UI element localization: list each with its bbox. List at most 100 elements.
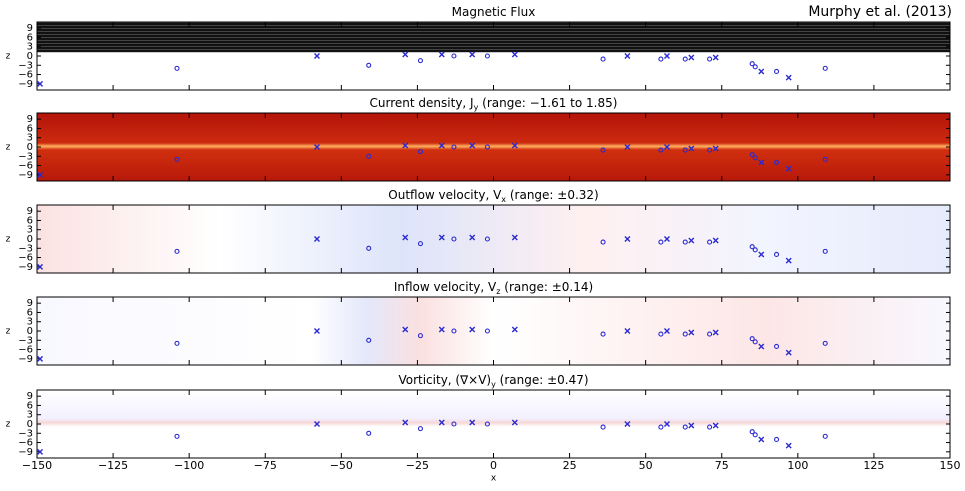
- x-point: [469, 51, 476, 58]
- title-part: y: [474, 103, 479, 112]
- x-tick-label: 75: [715, 459, 729, 472]
- y-tick-label: −9: [18, 354, 33, 365]
- y-tick-label: 9: [27, 391, 33, 402]
- x-point: [37, 263, 44, 270]
- y-tick-label: 9: [27, 114, 33, 125]
- o-point: [822, 65, 828, 71]
- y-tick-label: −6: [18, 438, 33, 449]
- y-tick-label: −9: [18, 262, 33, 273]
- o-point: [484, 328, 490, 334]
- y-axis-label: z: [6, 327, 11, 337]
- o-point: [773, 343, 780, 350]
- o-point: [451, 236, 457, 242]
- y-tick-label: −3: [18, 243, 33, 254]
- x-point: [758, 159, 765, 166]
- x-point: [438, 142, 445, 149]
- x-point: [688, 237, 695, 244]
- x-tick-label: 25: [563, 459, 577, 472]
- o-point: [600, 331, 606, 337]
- field-image: [37, 205, 950, 273]
- x-point: [688, 422, 695, 429]
- o-point: [752, 64, 758, 70]
- x-point: [785, 349, 792, 356]
- o-point: [484, 53, 490, 59]
- y-tick-label: 3: [27, 317, 33, 328]
- y-tick-label: −6: [18, 345, 33, 356]
- o-point: [773, 436, 780, 443]
- x-point: [511, 234, 518, 241]
- x-tick-label: −150: [22, 459, 52, 472]
- x-point: [469, 326, 476, 333]
- x-axis-label: x: [491, 474, 497, 484]
- o-point: [417, 149, 424, 155]
- y-tick-label: 6: [27, 32, 33, 43]
- x-point: [663, 53, 670, 59]
- field-image: [37, 113, 950, 181]
- x-point: [313, 328, 320, 334]
- o-point: [658, 331, 664, 337]
- x-point: [313, 144, 320, 150]
- y-axis-label: z: [6, 235, 11, 245]
- title-part: (range: ±0.14): [500, 280, 593, 294]
- x-point: [624, 53, 631, 59]
- x-tick-label: 150: [940, 459, 961, 472]
- y-tick-label: 6: [27, 123, 33, 134]
- panel-title: Vorticity, (∇×V)y (range: ±0.47): [398, 373, 588, 390]
- x-point: [624, 144, 631, 150]
- o-point: [484, 236, 490, 242]
- o-point: [822, 340, 828, 346]
- x-point: [758, 68, 765, 75]
- title-part: (range: ±0.47): [496, 373, 589, 387]
- x-tick-label: −50: [330, 459, 353, 472]
- o-point: [366, 337, 372, 343]
- x-point: [469, 234, 476, 241]
- o-point: [682, 424, 688, 430]
- o-point: [417, 333, 424, 339]
- x-point: [688, 54, 695, 61]
- o-point: [749, 244, 755, 250]
- x-tick-label: −25: [406, 459, 429, 472]
- y-tick-label: 3: [27, 42, 33, 53]
- o-point: [658, 56, 664, 62]
- x-point: [511, 419, 518, 426]
- o-point: [773, 251, 780, 258]
- annotation: Murphy et al. (2013): [808, 4, 952, 20]
- x-point: [402, 326, 409, 333]
- o-point: [451, 53, 457, 59]
- x-point: [688, 329, 695, 336]
- y-tick-label: 3: [27, 410, 33, 421]
- y-tick-label: −9: [18, 79, 33, 90]
- o-point: [752, 155, 758, 161]
- y-tick-label: 9: [27, 23, 33, 34]
- x-point: [624, 421, 631, 427]
- x-point: [313, 421, 320, 427]
- x-point: [313, 53, 320, 59]
- x-point: [712, 422, 719, 429]
- x-tick-label: −125: [98, 459, 128, 472]
- title-part: (range: −1.61 to 1.85): [478, 96, 617, 110]
- x-point: [688, 145, 695, 152]
- o-point: [658, 239, 664, 245]
- title-part: Current density, J: [370, 96, 474, 110]
- o-point: [752, 247, 758, 253]
- o-point: [417, 426, 424, 432]
- x-point: [37, 448, 44, 455]
- y-tick-label: −6: [18, 70, 33, 81]
- o-point: [600, 239, 606, 245]
- y-tick-label: −3: [18, 151, 33, 162]
- y-axis-label: z: [6, 52, 11, 62]
- o-point: [752, 339, 758, 345]
- o-point: [417, 58, 424, 64]
- o-point: [822, 248, 828, 254]
- y-tick-label: 0: [27, 51, 33, 62]
- o-point: [174, 156, 180, 162]
- o-point: [707, 147, 713, 153]
- o-point: [682, 331, 688, 337]
- y-tick-label: −6: [18, 253, 33, 264]
- y-tick-label: 9: [27, 298, 33, 309]
- x-point: [37, 80, 44, 87]
- y-tick-label: 0: [27, 142, 33, 153]
- panel-title: Magnetic Flux: [452, 5, 536, 19]
- title-part: Inflow velocity, V: [394, 280, 497, 294]
